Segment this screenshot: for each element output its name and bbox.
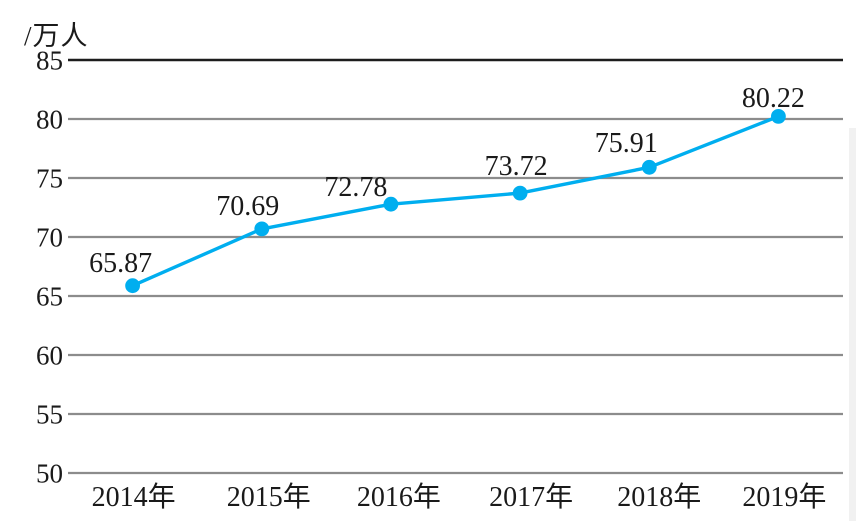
data-label: 73.72	[485, 151, 548, 182]
y-axis-unit-label: /万人	[24, 21, 89, 51]
y-tick-label: 65	[36, 282, 63, 312]
data-point	[641, 159, 657, 175]
x-tick-label: 2016年	[357, 481, 441, 513]
data-point	[771, 109, 786, 124]
page-edge-artifact	[849, 128, 856, 521]
data-label: 65.87	[89, 248, 152, 279]
data-point	[512, 185, 528, 201]
data-point	[125, 278, 140, 294]
x-tick-label: 2015年	[227, 481, 311, 513]
y-tick-label: 80	[36, 105, 63, 135]
data-label: 72.78	[324, 172, 387, 203]
data-point	[254, 221, 270, 237]
y-tick-label: 75	[36, 164, 63, 194]
y-tick-label: 60	[36, 341, 63, 371]
y-tick-label: 55	[36, 400, 63, 430]
y-tick-label: 50	[36, 459, 63, 489]
x-tick-label: 2019年	[742, 481, 826, 513]
series-line	[130, 114, 781, 288]
data-label: 75.91	[595, 128, 658, 159]
y-tick-label: 70	[36, 223, 63, 253]
data-label: 80.22	[742, 83, 805, 114]
x-tick-label: 2018年	[617, 481, 701, 513]
x-tick-label: 2017年	[489, 481, 573, 513]
x-tick-label: 2014年	[92, 481, 176, 513]
data-label: 70.69	[216, 191, 279, 222]
data-point	[383, 196, 399, 212]
y-tick-label: 85	[36, 46, 63, 76]
